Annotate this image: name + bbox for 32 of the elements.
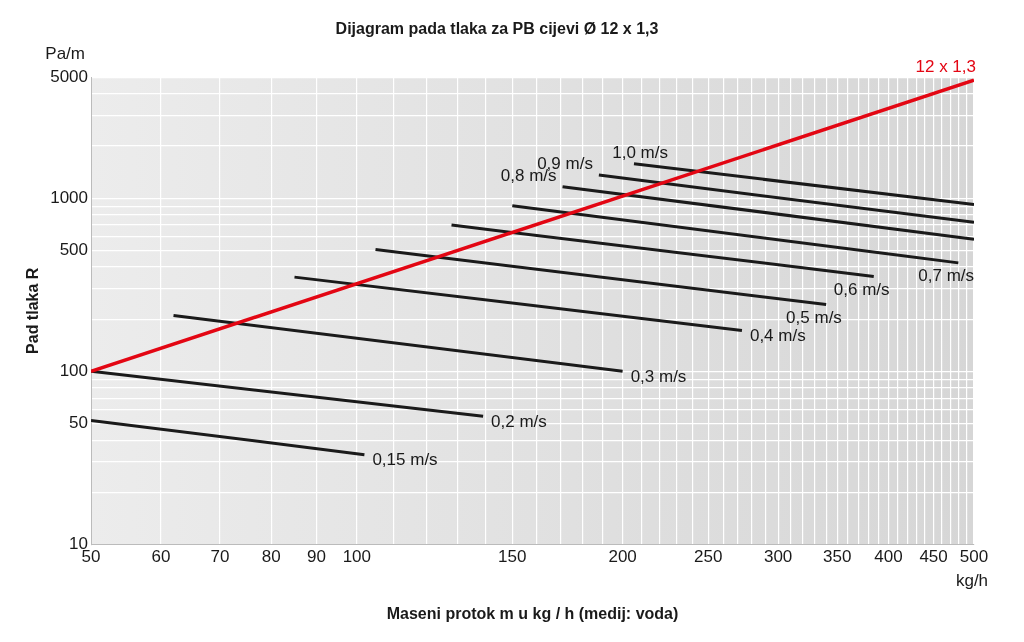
series-label: 0,2 m/s bbox=[491, 411, 547, 431]
x-tick-label: 150 bbox=[498, 547, 527, 567]
y-tick-label: 100 bbox=[59, 360, 89, 380]
x-axis-title: Maseni protok m u kg / h (medij: voda) bbox=[386, 604, 679, 622]
x-tick-label: 400 bbox=[874, 547, 903, 567]
y-axis-title: Pad tlaka R bbox=[24, 267, 42, 354]
x-tick-label: 300 bbox=[763, 547, 793, 567]
x-tick-label: 80 bbox=[261, 547, 281, 567]
text: kg/h bbox=[955, 570, 989, 590]
x-tick-label: 350 bbox=[823, 547, 852, 567]
text: Pa/m bbox=[45, 44, 86, 64]
x-tick-label: 200 bbox=[608, 547, 637, 567]
x-tick-label: 60 bbox=[151, 547, 171, 567]
y-tick-label: 500 bbox=[59, 239, 89, 259]
y-tick-label: 1000 bbox=[50, 187, 89, 207]
series-label: 0,3 m/s bbox=[630, 366, 687, 386]
series-label: 0,4 m/s bbox=[749, 326, 806, 346]
y-tick-label: 5000 bbox=[50, 66, 89, 86]
x-tick-label: 450 bbox=[919, 547, 948, 567]
series-label: 0,5 m/s bbox=[786, 307, 842, 327]
series-label: 1,0 m/s bbox=[612, 142, 668, 162]
x-tick-label: 250 bbox=[694, 547, 723, 567]
y-tick-label: 50 bbox=[69, 413, 89, 433]
x-tick-label: 70 bbox=[210, 547, 230, 567]
x-tick-label: 500 bbox=[959, 547, 989, 567]
x-tick-label: 90 bbox=[306, 547, 326, 567]
series-label: 0,6 m/s bbox=[833, 279, 890, 299]
x-tick-label: 100 bbox=[342, 547, 372, 567]
chart-title: Dijagram pada tlaka za PB cijevi Ø 12 x 1,3 bbox=[335, 20, 659, 38]
series-label: 12 x 1,3 bbox=[915, 57, 976, 77]
series-label: 0,7 m/s bbox=[918, 266, 975, 286]
series-label: 0,15 m/s bbox=[372, 450, 438, 470]
